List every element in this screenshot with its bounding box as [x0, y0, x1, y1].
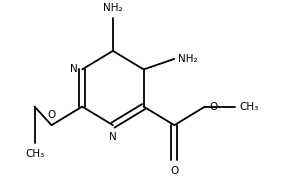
Text: N: N [109, 132, 117, 142]
Text: O: O [170, 166, 178, 176]
Text: NH₂: NH₂ [103, 3, 123, 13]
Text: CH₃: CH₃ [25, 149, 44, 159]
Text: O: O [47, 110, 56, 120]
Text: N: N [70, 64, 78, 74]
Text: O: O [209, 102, 217, 112]
Text: NH₂: NH₂ [178, 54, 198, 64]
Text: CH₃: CH₃ [239, 102, 258, 112]
